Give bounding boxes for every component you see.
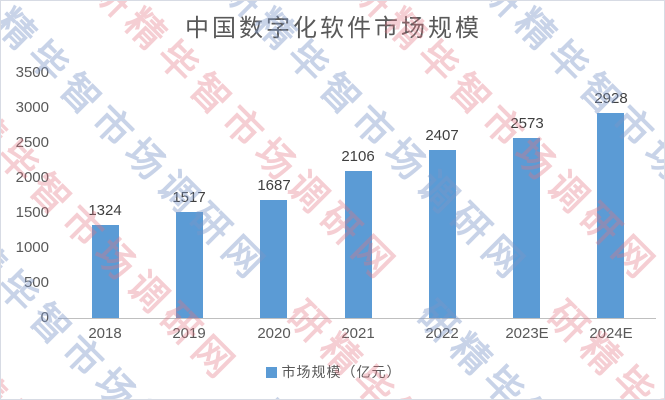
legend: 市场规模（亿元） <box>1 362 664 382</box>
x-axis-line <box>58 318 656 319</box>
bar <box>513 138 540 318</box>
bar-value-label: 1324 <box>88 202 122 219</box>
x-tick-label: 2019 <box>172 325 206 342</box>
bar <box>260 200 287 318</box>
bar-value-label: 2573 <box>510 115 544 132</box>
y-tick-label: 500 <box>23 274 49 291</box>
bar-value-label: 2407 <box>425 127 459 144</box>
bar-value-label: 2106 <box>341 148 375 165</box>
bar <box>176 212 203 318</box>
chart-title: 中国数字化软件市场规模 <box>185 15 482 42</box>
y-tick-label: 1000 <box>15 239 49 256</box>
bar-value-label: 1517 <box>172 189 206 206</box>
plot-area: 1324 1517 1687 2106 2407 2573 2928 <box>63 73 653 318</box>
legend-marker-square-icon <box>265 366 277 378</box>
x-tick-label: 2020 <box>257 325 291 342</box>
bar <box>429 150 456 318</box>
x-tick-label: 2018 <box>88 325 122 342</box>
x-axis-tick-labels: 2018 2019 2020 2021 2022 2023E 2024E <box>63 326 653 344</box>
y-tick-label: 3500 <box>15 64 49 81</box>
bar <box>92 225 119 318</box>
x-tick-label: 2023E <box>505 325 549 342</box>
x-tick-label: 2022 <box>425 325 459 342</box>
bar-value-label: 1687 <box>257 177 291 194</box>
y-tick-label: 2000 <box>15 169 49 186</box>
x-tick-label: 2024E <box>589 325 633 342</box>
x-tick-label: 2021 <box>341 325 375 342</box>
y-tick-label: 2500 <box>15 134 49 151</box>
legend-series-label: 市场规模（亿元） <box>281 364 402 380</box>
bar-value-label: 2928 <box>594 90 628 107</box>
bar <box>597 113 624 318</box>
y-tick-label: 1500 <box>15 204 49 221</box>
y-axis-tick-labels: 0 500 1000 1500 2000 2500 3000 3500 <box>1 65 49 326</box>
y-tick-label: 3000 <box>15 99 49 116</box>
y-tick-label: 0 <box>40 309 49 326</box>
bar <box>345 171 372 318</box>
